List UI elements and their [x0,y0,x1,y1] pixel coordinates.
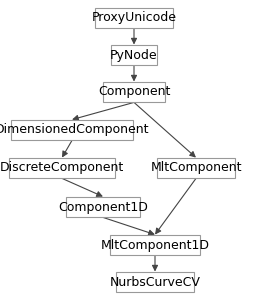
Bar [103,82,165,102]
Bar [95,8,173,28]
Text: Component: Component [98,85,170,99]
Bar [157,158,235,178]
Text: DiscreteComponent: DiscreteComponent [0,162,124,174]
Bar [9,158,115,178]
Bar [116,271,194,292]
Text: NurbsCurveCV: NurbsCurveCV [110,275,200,289]
Text: ProxyUnicode: ProxyUnicode [91,12,177,24]
Text: DimensionedComponent: DimensionedComponent [0,124,149,137]
Bar [111,45,157,65]
Text: MltComponent1D: MltComponent1D [100,239,210,252]
Bar [110,235,200,255]
Text: PyNode: PyNode [110,48,158,62]
Bar [66,197,140,217]
Text: MltComponent: MltComponent [150,162,242,174]
Text: Component1D: Component1D [58,200,148,214]
Bar [11,120,133,140]
